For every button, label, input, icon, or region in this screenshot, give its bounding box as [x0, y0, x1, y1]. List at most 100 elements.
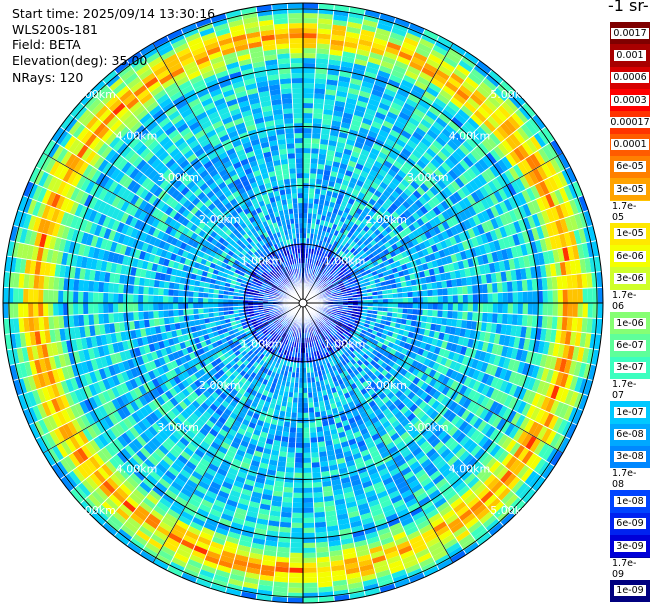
data-cell — [403, 36, 419, 48]
data-cell — [435, 273, 442, 282]
data-cell — [405, 563, 421, 574]
data-cell — [277, 330, 283, 336]
data-cell — [336, 312, 342, 316]
data-cell — [306, 228, 311, 234]
data-cell — [199, 427, 209, 437]
data-cell — [556, 418, 568, 435]
data-cell — [338, 336, 344, 342]
data-cell — [527, 377, 536, 391]
data-cell — [376, 22, 393, 32]
data-cell — [380, 472, 392, 482]
data-cell — [280, 511, 292, 518]
data-cell — [364, 436, 374, 445]
data-cell — [483, 473, 497, 487]
data-cell — [327, 261, 333, 267]
data-cell — [323, 277, 328, 282]
data-cell — [349, 318, 356, 323]
data-cell — [208, 463, 219, 473]
data-cell — [417, 454, 429, 465]
data-cell — [93, 407, 104, 421]
data-cell — [596, 318, 603, 335]
data-cell — [120, 447, 133, 461]
data-cell — [254, 335, 261, 341]
data-cell — [168, 378, 178, 388]
data-cell — [320, 332, 325, 338]
data-cell — [501, 490, 515, 505]
data-cell — [361, 480, 373, 489]
data-cell — [338, 250, 344, 257]
data-cell — [361, 24, 377, 33]
data-cell — [466, 276, 473, 286]
data-cell — [389, 321, 396, 328]
data-cell — [292, 507, 303, 513]
data-cell — [363, 359, 370, 367]
data-cell — [200, 402, 210, 411]
data-cell — [416, 423, 427, 434]
data-cell — [455, 344, 463, 354]
data-cell — [268, 459, 278, 466]
data-cell — [310, 452, 320, 458]
data-cell — [323, 200, 331, 207]
data-cell — [334, 498, 346, 506]
data-cell — [344, 429, 354, 437]
data-cell — [549, 432, 562, 448]
data-cell — [361, 117, 373, 126]
data-cell — [303, 148, 312, 154]
data-cell — [500, 270, 507, 283]
data-cell — [483, 242, 492, 254]
data-cell — [493, 483, 508, 498]
data-cell — [362, 166, 372, 174]
data-cell — [252, 486, 264, 494]
data-cell — [347, 181, 356, 189]
data-cell — [461, 240, 470, 251]
data-cell — [450, 550, 467, 563]
data-cell — [356, 353, 363, 360]
data-cell — [576, 243, 585, 260]
data-cell — [135, 435, 147, 447]
data-cell — [515, 178, 526, 192]
data-cell — [92, 394, 103, 408]
data-cell — [441, 385, 451, 396]
data-cell — [412, 406, 422, 417]
data-cell — [393, 476, 406, 486]
data-cell — [452, 243, 460, 254]
data-cell — [312, 482, 323, 488]
data-cell — [193, 409, 203, 419]
data-cell — [528, 117, 542, 133]
data-cell — [253, 450, 263, 458]
data-cell — [411, 238, 419, 247]
data-cell — [150, 509, 165, 522]
data-cell — [428, 209, 438, 219]
data-cell — [347, 259, 354, 266]
data-cell — [152, 368, 161, 378]
data-cell — [407, 214, 417, 224]
data-cell — [289, 557, 303, 563]
data-cell — [387, 311, 393, 318]
data-cell — [275, 346, 281, 352]
data-cell — [275, 321, 281, 327]
data-cell — [283, 328, 288, 334]
data-cell — [288, 437, 296, 443]
data-cell — [263, 401, 271, 408]
data-cell — [529, 455, 542, 471]
data-cell — [336, 278, 342, 283]
data-cell — [367, 499, 380, 508]
data-cell — [317, 266, 322, 272]
data-cell — [512, 461, 526, 477]
data-cell — [571, 317, 578, 332]
data-cell — [563, 359, 572, 375]
data-cell — [128, 456, 141, 470]
data-cell — [567, 406, 579, 423]
data-cell — [362, 182, 371, 191]
data-cell — [517, 447, 530, 462]
data-cell — [435, 525, 451, 537]
data-cell — [573, 197, 584, 214]
data-cell — [341, 240, 348, 247]
data-cell — [375, 27, 392, 37]
data-cell — [418, 99, 431, 111]
data-cell — [481, 209, 491, 222]
data-cell — [455, 88, 470, 101]
data-cell — [403, 452, 415, 463]
data-cell — [428, 218, 438, 228]
data-cell — [436, 558, 453, 571]
